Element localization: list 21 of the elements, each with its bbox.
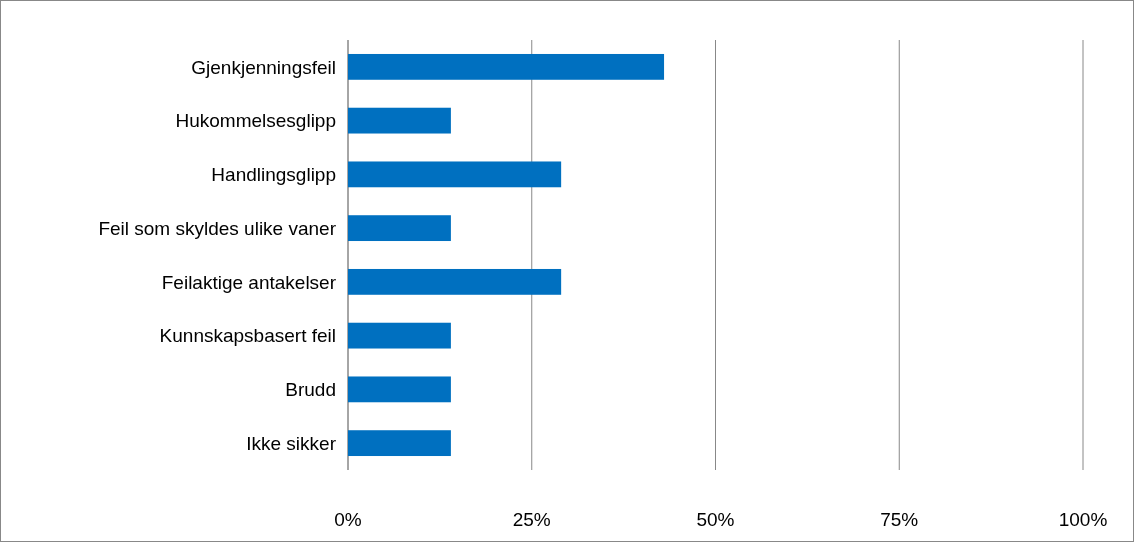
bar — [348, 322, 451, 349]
y-tick-label: Gjenkjenningsfeil — [191, 56, 336, 78]
x-tick-label: 0% — [334, 509, 362, 530]
bar — [348, 268, 562, 295]
bar — [348, 215, 451, 242]
y-tick-label: Feilaktige antakelser — [161, 271, 337, 293]
y-tick-label: Kunnskapsbasert feil — [159, 325, 336, 347]
bar — [348, 376, 451, 403]
bar — [348, 53, 665, 80]
y-tick-label: Brudd — [285, 379, 336, 401]
bar — [348, 107, 451, 134]
y-tick-label: Handlingsglipp — [211, 164, 336, 186]
y-tick-label: Ikke sikker — [246, 432, 337, 454]
bar — [348, 430, 451, 457]
x-tick-label: 50% — [696, 509, 735, 530]
x-tick-label: 75% — [880, 509, 919, 530]
x-tick-label: 100% — [1058, 509, 1108, 530]
bar — [348, 161, 562, 188]
y-tick-label: Feil som skyldes ulike vaner — [98, 217, 337, 239]
x-tick-label: 25% — [512, 509, 551, 530]
y-tick-label: Hukommelsesglipp — [175, 110, 336, 132]
